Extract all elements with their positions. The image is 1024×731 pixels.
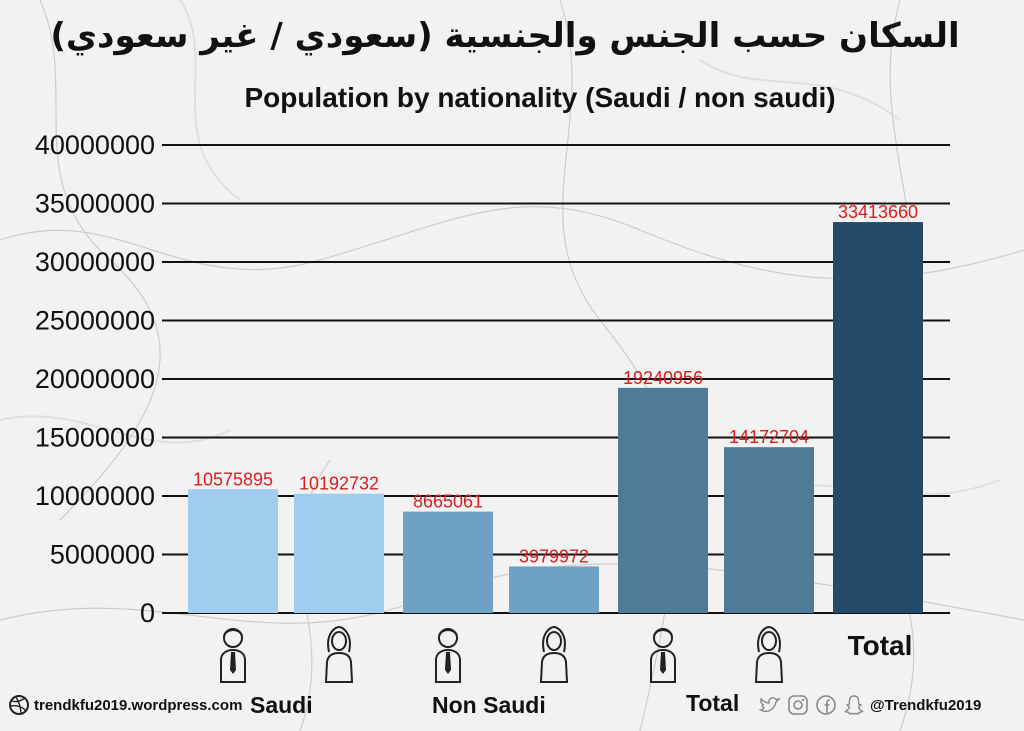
bar: [403, 511, 493, 613]
bar: [294, 493, 384, 613]
y-tick-label: 25000000: [35, 306, 155, 336]
data-label: 3979972: [519, 546, 589, 566]
data-label: 8665061: [413, 492, 483, 512]
instagram-icon[interactable]: [786, 694, 810, 716]
snapchat-icon[interactable]: [842, 694, 866, 716]
data-label: 19240956: [623, 368, 703, 388]
woman-icon: [754, 625, 784, 683]
y-tick-label: 0: [140, 598, 155, 628]
y-tick-label: 35000000: [35, 189, 155, 219]
data-label: 10575895: [193, 469, 273, 489]
data-label: 33413660: [838, 202, 918, 222]
group-label-non-saudi: Non Saudi: [432, 692, 546, 718]
y-tick-label: 5000000: [50, 540, 155, 570]
data-label: 14172704: [729, 427, 809, 447]
group-label-total: Total: [686, 690, 740, 716]
dribbble-icon: [9, 695, 29, 715]
bar: [188, 489, 278, 613]
woman-icon: [539, 625, 569, 683]
twitter-icon[interactable]: [758, 694, 782, 716]
arabic-title: السكان حسب الجنس والجنسية (سعودي / غير س…: [50, 16, 960, 56]
data-label: 10192732: [299, 474, 379, 494]
english-title: Population by nationality (Saudi / non s…: [244, 82, 836, 113]
bar: [618, 387, 708, 613]
total-category-label: Total: [847, 630, 913, 661]
bar: [509, 566, 599, 613]
woman-icon: [324, 625, 354, 683]
man-icon: [220, 628, 246, 683]
y-tick-label: 40000000: [35, 130, 155, 160]
y-tick-label: 15000000: [35, 423, 155, 453]
y-tick-label: 10000000: [35, 481, 155, 511]
handle-text[interactable]: @Trendkfu2019: [870, 696, 982, 714]
footer-website: trendkfu2019.wordpress.com: [8, 692, 242, 718]
footer-social: @Trendkfu2019: [758, 692, 981, 718]
y-tick-label: 30000000: [35, 247, 155, 277]
facebook-icon[interactable]: [814, 694, 838, 716]
man-icon: [650, 628, 676, 683]
y-tick-label: 20000000: [35, 364, 155, 394]
man-icon: [435, 628, 461, 683]
bar: [833, 222, 923, 613]
group-label-saudi: Saudi: [250, 692, 313, 718]
bar: [724, 447, 814, 613]
website-text[interactable]: trendkfu2019.wordpress.com: [34, 696, 243, 714]
